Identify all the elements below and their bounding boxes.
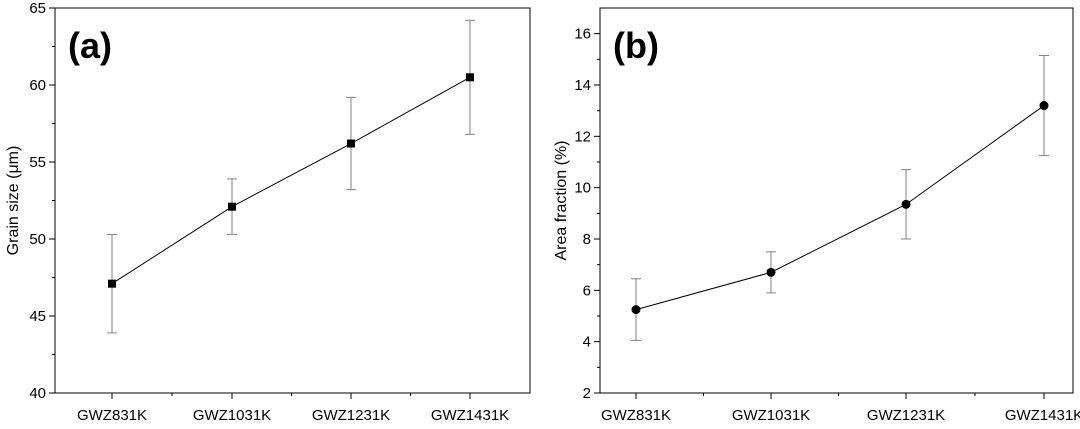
x-tick-label: GWZ1431K — [1005, 407, 1080, 424]
y-tick-label: 60 — [29, 77, 46, 94]
panel-label: (a) — [68, 25, 112, 66]
y-tick-label: 16 — [574, 26, 591, 43]
y-tick-label: 6 — [583, 282, 591, 299]
x-tick-label: GWZ1031K — [732, 407, 810, 424]
y-tick-label: 14 — [574, 77, 591, 94]
data-point — [347, 139, 355, 148]
y-tick-label: 10 — [574, 180, 591, 197]
panel-b: 2 4 6 8 10 12 14 16 GWZ831K GWZ1031K GWZ1231K GWZ14… — [553, 7, 1080, 424]
y-tick-label: 40 — [29, 385, 46, 402]
y-tick-label: 12 — [574, 128, 591, 145]
x-tick-label: GWZ1431K — [431, 407, 509, 424]
y-axis-title: Area fraction (%) — [553, 140, 570, 260]
y-tick-label: 2 — [583, 385, 591, 402]
y-tick-label: 50 — [29, 231, 46, 248]
x-tick-label: GWZ831K — [77, 407, 147, 424]
y-axis-title: Grain size (μm) — [5, 146, 22, 256]
plot-frame — [54, 7, 531, 394]
y-tick-label: 65 — [29, 0, 46, 17]
data-point — [108, 279, 116, 288]
series-line — [635, 105, 1045, 311]
data-point — [466, 73, 474, 82]
y-tick-label: 45 — [29, 308, 46, 325]
y-tick-label: 4 — [583, 334, 591, 351]
x-tick-label: GWZ1031K — [193, 407, 271, 424]
data-point — [631, 305, 641, 315]
data-point — [901, 199, 911, 209]
x-tick-label: GWZ1231K — [867, 407, 945, 424]
panel-label: (b) — [613, 25, 659, 66]
series-line — [111, 76, 471, 285]
data-point — [766, 267, 776, 277]
data-point — [1039, 101, 1049, 111]
data-point — [228, 202, 236, 211]
y-tick-label: 8 — [583, 231, 591, 248]
x-tick-label: GWZ1231K — [312, 407, 390, 424]
plot-frame — [599, 7, 1074, 394]
panel-a: 40 45 50 55 60 65 GWZ831K GWZ1031K GWZ1231K GWZ14… — [5, 0, 531, 424]
y-tick-label: 55 — [29, 154, 46, 171]
x-tick-label: GWZ831K — [601, 407, 671, 424]
